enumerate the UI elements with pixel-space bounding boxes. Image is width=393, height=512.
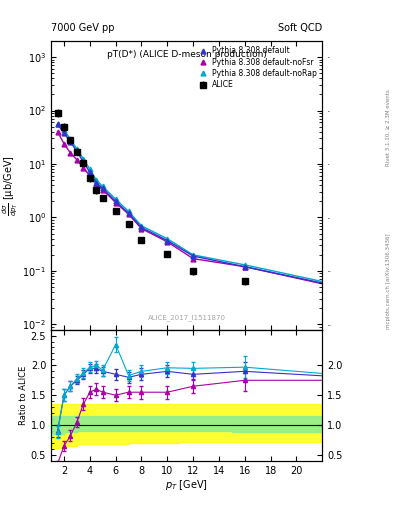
Pythia 8.308 default-noFsr <box>94 181 99 187</box>
Line: Pythia 8.308 default: Pythia 8.308 default <box>55 122 351 291</box>
Pythia 8.308 default-noFsr <box>139 225 144 231</box>
Pythia 8.308 default <box>88 169 92 175</box>
Pythia 8.308 default-noRap <box>242 262 247 268</box>
Pythia 8.308 default-noRap <box>88 166 92 172</box>
Pythia 8.308 default <box>191 253 195 259</box>
Pythia 8.308 default-noFsr <box>126 211 131 217</box>
Pythia 8.308 default <box>242 264 247 270</box>
Text: Rivet 3.1.10, ≥ 2.3M events: Rivet 3.1.10, ≥ 2.3M events <box>386 90 391 166</box>
Text: 7000 GeV pp: 7000 GeV pp <box>51 23 115 33</box>
Pythia 8.308 default-noFsr <box>191 255 195 262</box>
Pythia 8.308 default-noRap <box>165 236 170 242</box>
Line: Pythia 8.308 default-noRap: Pythia 8.308 default-noRap <box>55 122 351 289</box>
Pythia 8.308 default-noRap <box>68 136 73 142</box>
Pythia 8.308 default-noRap <box>81 156 86 162</box>
Pythia 8.308 default-noFsr <box>62 141 66 147</box>
Pythia 8.308 default-noFsr <box>100 187 105 193</box>
Pythia 8.308 default-noRap <box>126 208 131 215</box>
Pythia 8.308 default-noRap <box>100 183 105 189</box>
Pythia 8.308 default <box>346 285 351 291</box>
Pythia 8.308 default-noRap <box>75 146 79 152</box>
Pythia 8.308 default-noFsr <box>81 165 86 171</box>
Pythia 8.308 default-noRap <box>191 252 195 258</box>
Pythia 8.308 default <box>113 198 118 204</box>
Text: mcplots.cern.ch [arXiv:1306.3436]: mcplots.cern.ch [arXiv:1306.3436] <box>386 234 391 329</box>
Text: ALICE_2017_I1511870: ALICE_2017_I1511870 <box>148 314 226 321</box>
Pythia 8.308 default <box>139 224 144 230</box>
Pythia 8.308 default-noRap <box>346 284 351 290</box>
Pythia 8.308 default-noRap <box>55 121 60 127</box>
Pythia 8.308 default-noFsr <box>75 157 79 163</box>
Pythia 8.308 default <box>94 180 99 186</box>
Pythia 8.308 default <box>100 185 105 191</box>
Pythia 8.308 default-noRap <box>139 223 144 229</box>
Pythia 8.308 default <box>62 130 66 136</box>
Pythia 8.308 default-noFsr <box>242 264 247 270</box>
Pythia 8.308 default <box>126 210 131 216</box>
X-axis label: $p_T$ [GeV]: $p_T$ [GeV] <box>165 478 208 493</box>
Y-axis label: Ratio to ALICE: Ratio to ALICE <box>19 366 28 425</box>
Pythia 8.308 default-noFsr <box>165 239 170 245</box>
Pythia 8.308 default-noRap <box>62 127 66 133</box>
Pythia 8.308 default-noFsr <box>55 129 60 135</box>
Pythia 8.308 default <box>165 238 170 244</box>
Line: Pythia 8.308 default-noFsr: Pythia 8.308 default-noFsr <box>55 130 351 292</box>
Pythia 8.308 default-noRap <box>113 196 118 202</box>
Text: pT(D*) (ALICE D-meson production): pT(D*) (ALICE D-meson production) <box>107 50 266 58</box>
Pythia 8.308 default-noFsr <box>88 173 92 179</box>
Y-axis label: $\frac{d\sigma}{dp_T}$ [μb/GeV]: $\frac{d\sigma}{dp_T}$ [μb/GeV] <box>0 155 20 216</box>
Pythia 8.308 default <box>68 139 73 145</box>
Pythia 8.308 default-noFsr <box>68 150 73 156</box>
Pythia 8.308 default <box>75 148 79 155</box>
Pythia 8.308 default-noFsr <box>113 200 118 206</box>
Text: Soft QCD: Soft QCD <box>278 23 322 33</box>
Pythia 8.308 default-noFsr <box>346 286 351 292</box>
Pythia 8.308 default <box>55 121 60 127</box>
Pythia 8.308 default-noRap <box>94 177 99 183</box>
Pythia 8.308 default <box>81 159 86 165</box>
Legend: Pythia 8.308 default, Pythia 8.308 default-noFsr, Pythia 8.308 default-noRap, AL: Pythia 8.308 default, Pythia 8.308 defau… <box>196 45 318 91</box>
